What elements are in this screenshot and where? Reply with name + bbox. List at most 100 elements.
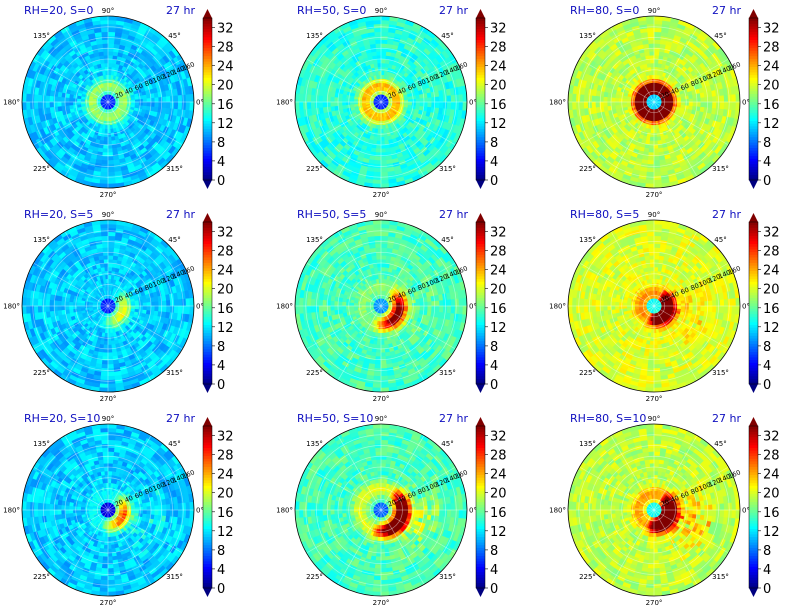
colorbar-segment [203,50,212,54]
panel-title: RH=50, S=0 [297,4,367,17]
heatmap-cell [64,101,70,107]
angular-gridline [306,101,382,146]
colorbar-segment [476,161,485,165]
colorbar-segment [476,107,485,111]
colorbar-segment [749,104,758,108]
angular-gridline [64,101,109,177]
colorbar-segment [749,136,758,140]
colorbar-segment [749,82,758,86]
heatmap-cell [731,101,737,111]
colorbar-tick-label: 20 [763,79,780,94]
heatmap-cell [375,50,382,56]
heatmap-cell [719,94,725,103]
heatmap-cell [333,97,339,103]
heatmap-cell [68,97,74,103]
radial-gridline [632,80,676,124]
heatmap-cell [626,98,631,103]
heatmap-cell [107,62,113,68]
heatmap-cell [708,101,713,109]
heatmap-cell [712,101,717,109]
heatmap-cell [107,23,116,29]
colorbar-extend-top [749,9,758,18]
angular-gridline [107,58,183,103]
colorbar-segment [749,126,758,130]
heatmap-cell [107,74,112,79]
radial-gridline [578,26,730,178]
heatmap-cell [647,156,655,161]
colorbar-tick-label: 8 [763,136,771,151]
heatmap-cell [684,101,690,106]
angle-tick-label: 225° [33,165,50,173]
colorbar-tick-label: 12 [490,117,507,132]
heatmap-cell [646,27,655,33]
colorbar-segment [476,61,485,65]
heatmap-cell [318,95,323,103]
panel-time-label: 27 hr [166,208,195,221]
angular-gridline [610,27,655,103]
panel-title: RH=20, S=5 [24,208,94,221]
colorbar-segment [203,18,212,22]
heatmap-cell [100,27,109,33]
radial-gridline [589,37,719,167]
heatmap-cell [107,39,115,44]
colorbar-segment [749,26,758,30]
heatmap-cell [646,171,655,177]
heatmap-cell [380,148,387,154]
radial-gridline [32,26,184,178]
heatmap-cell [102,148,109,154]
colorbar-segment [749,112,758,116]
colorbar-segment [203,117,212,121]
heatmap-cell [622,98,628,103]
heatmap-cell [646,175,655,181]
angle-tick-label: 270° [100,191,117,199]
angular-gridline [579,101,655,146]
heatmap-cell [25,101,31,111]
heatmap-cell [446,94,452,103]
heatmap-cell [107,54,113,60]
colorbar-segment [203,107,212,111]
heatmap-cell [146,101,152,107]
heatmap-cell [708,95,713,103]
heatmap-cell [310,101,316,110]
heatmap-cell [380,179,390,185]
colorbar-segment [203,144,212,148]
heatmap-cell [595,101,600,109]
heatmap-cell [107,46,114,52]
colorbar-segment [749,20,758,24]
heatmap-cell [29,94,35,103]
radial-gridline [610,58,698,146]
colorbar-segment [203,66,212,70]
heatmap-cell [647,160,655,165]
heatmap-cell [649,54,655,60]
angular-gridline [107,101,152,177]
heatmap-cell [49,101,54,109]
heatmap-cell [680,101,686,106]
heatmap-cell [162,101,167,109]
heatmap-cell [107,70,112,76]
angle-tick-label: 0° [196,99,204,107]
heatmap-cell [322,95,327,103]
angular-gridline [579,58,655,103]
heatmap-cell [158,96,164,103]
heatmap-cell [150,101,156,107]
heatmap-cell [458,101,464,111]
heatmap-cell [181,94,187,103]
heatmap-cell [100,31,109,37]
heatmap-cell [373,171,382,177]
heatmap-cell [374,160,382,165]
colorbar-tick-label: 0 [490,174,498,189]
heatmap-cell [595,95,600,103]
heatmap-cell [60,101,66,107]
heatmap-cell [107,179,117,185]
angular-gridline [653,101,729,146]
angle-tick-label: 45° [714,32,726,40]
heatmap-cell [101,39,109,44]
colorbar-segment [203,150,212,154]
colorbar-segment [476,128,485,132]
colorbar-segment [203,34,212,38]
colorbar-segment [749,61,758,65]
angle-tick-label: 270° [646,191,663,199]
colorbar-segment [476,109,485,113]
radial-gridline [359,80,403,124]
